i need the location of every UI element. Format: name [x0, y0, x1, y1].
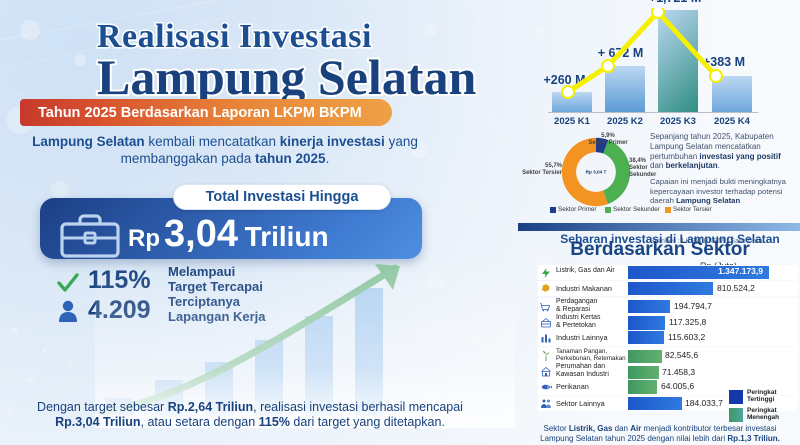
svg-text:Rp 3,04 T: Rp 3,04 T — [586, 169, 607, 174]
